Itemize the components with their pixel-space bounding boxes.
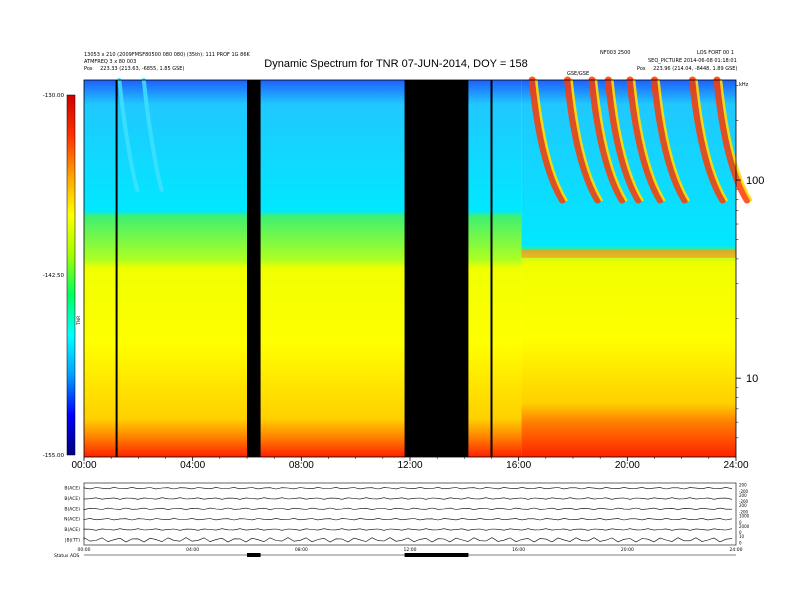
subpanel-trace: [83, 528, 733, 531]
type3-burst: [713, 76, 751, 204]
subpanel-label: |B|(TT): [65, 537, 80, 543]
subpanel-right-value: 2000: [739, 524, 750, 529]
subpanel-right-value: 1000: [739, 514, 750, 519]
type3-burst-edge: [611, 78, 644, 202]
header-left-line2: ATMFREQ 3 x 80 003: [84, 59, 137, 65]
type3-burst: [626, 76, 664, 204]
subpanel-right-value: 0: [739, 541, 742, 546]
header-left-line3: Pos 223.33 (213.63, -6855, 1.85 GSE): [84, 66, 184, 72]
subpanel-trace: [83, 497, 733, 500]
subpanel-trace: [83, 487, 733, 490]
x-tick-label: 04:00: [180, 460, 205, 471]
x-tick-label: 24:00: [723, 460, 748, 471]
header-right-line1a: NF003 2500: [600, 50, 631, 56]
subpanel-x-tick-label: 12:00: [404, 547, 417, 553]
colorbar-tick-label: -142.50: [43, 273, 65, 279]
header-right-line1b: LOS FORT 00 1: [697, 50, 735, 56]
type3-burst: [117, 78, 140, 192]
type3-burst-edge: [570, 78, 603, 202]
sub-panels: B(ACE)200-200B(ACE)200-200B(ACE)200-200N…: [54, 483, 750, 560]
subpanel-x-tick-label: 00:00: [78, 547, 91, 553]
y-unit-label: kHz: [739, 82, 749, 88]
header-right-pos-value: 223.96 (214.04, -8448, 1.89 GSE): [653, 66, 738, 72]
type3-burst: [528, 76, 566, 204]
type3-burst-edge: [632, 78, 666, 202]
header-right-line2: SEQ_PICTURE 2014-06-08 01:18:01: [648, 58, 737, 64]
type3-burst-edge: [695, 78, 728, 202]
type3-burst: [604, 76, 642, 204]
subpanel-x-tick-label: 04:00: [186, 547, 199, 553]
subpanel-right-value: 10: [739, 534, 745, 539]
header-left-line1: 13053 x 210 (2009FMSF80500 080 080) (35t…: [84, 52, 250, 58]
x-tick-label: 00:00: [71, 460, 96, 471]
subpanel-x-tick-label: 08:00: [295, 547, 308, 553]
x-tick-label: 12:00: [397, 460, 422, 471]
data-gap: [247, 80, 261, 457]
colorbar-tick-label: -130.00: [43, 93, 65, 99]
subpanel-trace: [83, 507, 732, 510]
header-right-marker: GSE/GSE: [567, 71, 590, 77]
status-block: [404, 553, 469, 557]
type3-burst: [564, 76, 602, 204]
colorbar: -130.00 -142.50 -155.00 TNR: [43, 93, 82, 459]
colorbar-scale: [66, 94, 76, 456]
type3-burst-edge: [657, 78, 690, 202]
status-block: [247, 553, 261, 557]
subpanel-frame: [83, 482, 737, 546]
header-left-pos-label: Pos: [84, 66, 93, 72]
header-right-line3: Pos 223.96 (214.04, -8448, 1.89 GSE): [637, 66, 737, 72]
subpanel-right-value: 200: [739, 483, 747, 488]
colorbar-tick-label: -155.00: [43, 453, 65, 459]
subpanel-trace: [83, 518, 733, 521]
chart-axes: 00:00 04:00 08:00 12:00 16:00 20:00 24:00 10 100…: [71, 79, 764, 471]
subpanel-label: N(ACE): [64, 517, 80, 523]
subpanel-right-value: 0: [739, 530, 742, 535]
type3-burst: [689, 76, 727, 204]
heatmap: [84, 76, 753, 457]
subpanel-label: B(ACE): [64, 486, 80, 492]
y-tick-label: 100: [746, 175, 764, 187]
type3-burst: [141, 78, 164, 192]
subpanel-label: B(ACE): [64, 527, 80, 533]
heatmap-overlay: [115, 80, 493, 457]
subpanel-label: B(ACE): [64, 506, 80, 512]
subpanel-x-tick-label: 24:00: [730, 547, 743, 553]
subpanel-label: B(ACE): [64, 496, 80, 502]
type3-burst-edge: [594, 78, 628, 202]
subpanel-right-value: -200: [739, 510, 749, 515]
subpanel-right-value: 200: [739, 503, 747, 508]
subpanel-trace: [83, 537, 733, 543]
status-value: ADS: [70, 553, 80, 559]
subpanel-x-tick-label: 16:00: [512, 547, 525, 553]
type3-burst-edge: [719, 78, 753, 202]
subpanel-right-value: -200: [739, 499, 749, 504]
heatmap-band: [521, 249, 736, 258]
page-title: Dynamic Spectrum for TNR 07-JUN-2014, DO…: [264, 58, 528, 70]
type3-burst: [588, 76, 626, 204]
y-tick-label: 10: [746, 373, 758, 385]
x-tick-label: 20:00: [615, 460, 640, 471]
header-right-pos-label: Pos: [637, 66, 646, 72]
status-label: Status: [54, 553, 69, 559]
type3-burst: [651, 76, 688, 204]
x-tick-label: 08:00: [289, 460, 314, 471]
x-tick-label: 16:00: [506, 460, 531, 471]
type3-burst-edge: [535, 78, 568, 202]
data-gap: [404, 80, 469, 457]
subpanel-x-tick-label: 20:00: [621, 547, 634, 553]
colorbar-label: TNR: [76, 316, 82, 326]
subpanel-right-value: 200: [739, 493, 747, 498]
subpanel-right-value: -200: [739, 489, 749, 494]
subpanel-right-value: 0: [739, 520, 742, 525]
header-left-pos-value: 223.33 (213.63, -6855, 1.85 GSE): [100, 66, 185, 72]
